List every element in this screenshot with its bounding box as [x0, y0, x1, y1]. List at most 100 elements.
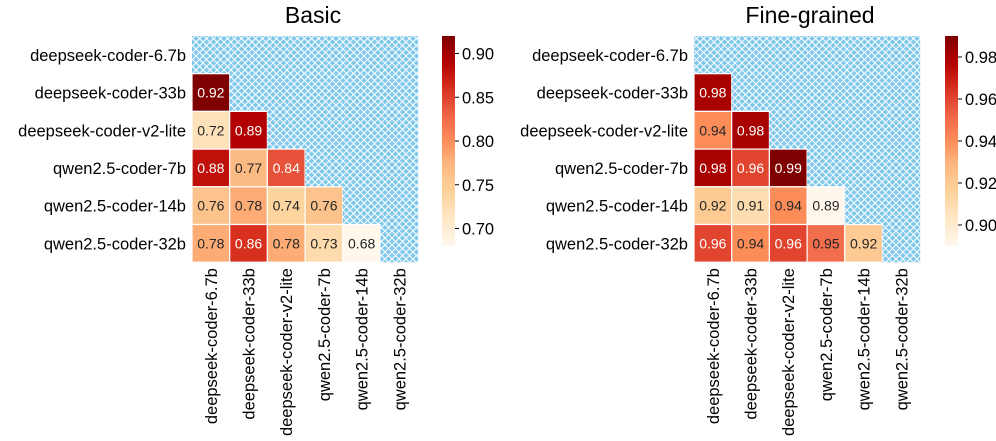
- heatmap-cell: [304, 186, 344, 226]
- row-label: deepseek-coder-v2-lite: [520, 122, 688, 140]
- masked-cell: [844, 186, 883, 225]
- colorbar-tick-label: 0.96: [965, 91, 996, 109]
- row-labels: deepseek-coder-6.7b deepseek-coder-33b dee…: [18, 47, 186, 254]
- colorbar-tick-label: 0.90: [462, 46, 494, 64]
- column-label: qwen2.5-coder-7b: [316, 268, 334, 401]
- heatmap-cell: [191, 110, 231, 150]
- colorbar-tick-label: 0.75: [462, 177, 494, 195]
- cell-value-label: 0.98: [699, 160, 726, 176]
- masked-cell: [844, 111, 883, 150]
- chart-title: Fine-grained: [745, 2, 874, 28]
- row-label: deepseek-coder-33b: [35, 85, 186, 103]
- cell-value-label: 0.94: [699, 122, 726, 138]
- column-label: qwen2.5-coder-32b: [893, 268, 911, 410]
- heatmap-panel-fine-grained: Fine-grained 0.980.94 0.980.98 0.96 0.990.9…: [520, 2, 996, 436]
- masked-cell: [694, 36, 732, 74]
- row-label: deepseek-coder-6.7b: [532, 47, 688, 65]
- cell-value-label: 0.92: [850, 235, 877, 251]
- row-label: qwen2.5-coder-32b: [44, 235, 186, 253]
- masked-cell: [342, 111, 381, 150]
- masked-cell: [342, 36, 381, 74]
- colorbar-tick-label: 0.98: [965, 49, 996, 67]
- masked-cell: [267, 73, 306, 112]
- chart-title: Basic: [285, 2, 341, 28]
- colorbar-tick-label: 0.70: [462, 221, 494, 239]
- cell-value-label: 0.73: [310, 235, 337, 251]
- masked-cell: [380, 149, 419, 187]
- masked-cell: [342, 149, 381, 187]
- cell-value-label: 0.68: [348, 235, 375, 251]
- masked-cell: [844, 149, 883, 187]
- cell-value-label: 0.86: [235, 235, 262, 251]
- heatmap-cell: [768, 223, 808, 263]
- column-label: qwen2.5-coder-14b: [856, 268, 874, 410]
- heatmap-cell: [693, 148, 733, 188]
- heatmap-cell: [693, 73, 733, 112]
- row-label: qwen2.5-coder-14b: [546, 198, 688, 216]
- column-label: deepseek-coder-6.7b: [203, 268, 221, 424]
- colorbar: 0.70 0.75 0.80 0.85 0.90: [442, 36, 494, 246]
- row-label: qwen2.5-coder-14b: [44, 198, 186, 216]
- masked-cell: [807, 111, 845, 150]
- cell-value-label: 0.89: [812, 198, 839, 214]
- column-label: deepseek-coder-v2-lite: [278, 268, 296, 436]
- masked-cell: [305, 111, 343, 150]
- column-label: qwen2.5-coder-7b: [818, 268, 836, 401]
- column-labels: deepseek-coder-6.7b deepseek-coder-33b dee…: [705, 268, 912, 436]
- column-label: qwen2.5-coder-14b: [354, 268, 372, 410]
- cell-value-label: 0.72: [197, 122, 224, 138]
- masked-cell: [380, 36, 419, 74]
- row-labels: deepseek-coder-6.7b deepseek-coder-33b dee…: [520, 47, 688, 254]
- masked-cell: [807, 73, 845, 112]
- heatmap-cell: [191, 73, 231, 112]
- cell-value-label: 0.91: [737, 198, 764, 214]
- cell-value-label: 0.78: [273, 235, 300, 251]
- column-label: deepseek-coder-6.7b: [705, 268, 723, 424]
- cell-value-label: 0.78: [235, 198, 262, 214]
- masked-cell: [192, 36, 230, 74]
- column-labels: deepseek-coder-6.7b deepseek-coder-33b dee…: [203, 268, 410, 436]
- masked-cell: [342, 73, 381, 112]
- masked-cell: [807, 36, 845, 74]
- masked-cell: [882, 111, 921, 150]
- heatmap-cells: 0.92 0.72 0.89 0.88 0.77 0.84 0.76 0.78 0.74 0.76…: [191, 36, 419, 263]
- cell-value-label: 0.78: [197, 235, 224, 251]
- cell-value-label: 0.95: [812, 235, 839, 251]
- heatmap-cell: [768, 148, 808, 188]
- colorbar-gradient: [945, 36, 958, 246]
- masked-cell: [267, 36, 306, 74]
- row-label: qwen2.5-coder-32b: [546, 235, 688, 253]
- masked-cell: [380, 73, 419, 112]
- masked-cell: [305, 149, 343, 187]
- masked-cell: [342, 186, 381, 225]
- heatmap-cell: [229, 223, 268, 263]
- row-label: qwen2.5-coder-7b: [555, 160, 688, 178]
- cell-value-label: 0.94: [775, 198, 802, 214]
- row-label: deepseek-coder-6.7b: [30, 47, 186, 65]
- heatmap-panel-basic: Basic 0.920.72 0.890.88 0.77 0.840.76 0.78 0.…: [18, 2, 494, 436]
- heatmap-cell: [693, 223, 733, 263]
- masked-cell: [882, 73, 921, 112]
- colorbar-tick-label: 0.80: [462, 133, 494, 151]
- masked-cell: [229, 73, 268, 112]
- row-label: qwen2.5-coder-7b: [53, 160, 186, 178]
- masked-cell: [380, 111, 419, 150]
- colorbar-tick-label: 0.92: [965, 175, 996, 193]
- heatmap-cell: [304, 223, 344, 263]
- colorbar: 0.90 0.92 0.94 0.96 0.98: [945, 36, 996, 246]
- masked-cell: [882, 36, 921, 74]
- cell-value-label: 0.94: [737, 235, 764, 251]
- masked-cell: [305, 73, 343, 112]
- heatmap-cell: [806, 186, 846, 226]
- cell-value-label: 0.96: [775, 235, 802, 251]
- column-label: deepseek-coder-33b: [743, 268, 761, 419]
- masked-cell: [882, 224, 921, 263]
- masked-cell: [769, 111, 808, 150]
- heatmap-cells: 0.98 0.94 0.98 0.98 0.96 0.99 0.92 0.91 0.94 0.89…: [693, 36, 921, 263]
- colorbar-tick-label: 0.85: [462, 89, 494, 107]
- masked-cell: [229, 36, 268, 74]
- masked-cell: [807, 149, 845, 187]
- heatmap-cell: [844, 223, 884, 263]
- cell-value-label: 0.76: [197, 198, 224, 214]
- cell-value-label: 0.74: [273, 198, 300, 214]
